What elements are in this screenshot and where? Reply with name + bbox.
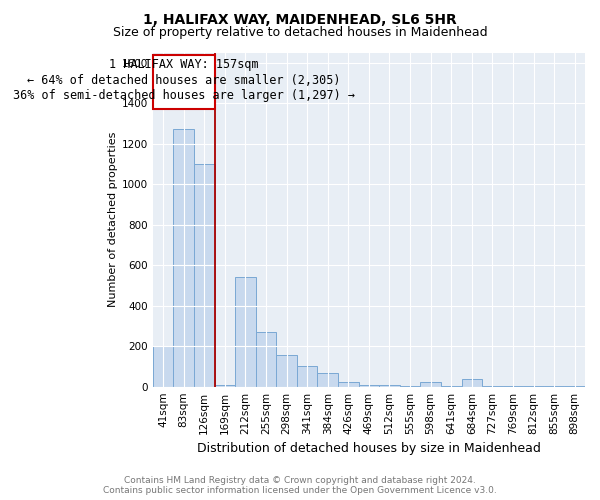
- Bar: [256, 332, 276, 386]
- Bar: [461, 378, 482, 386]
- Text: 1, HALIFAX WAY, MAIDENHEAD, SL6 5HR: 1, HALIFAX WAY, MAIDENHEAD, SL6 5HR: [143, 12, 457, 26]
- Bar: [421, 382, 441, 386]
- Bar: [194, 164, 215, 386]
- Text: 1 HALIFAX WAY: 157sqm: 1 HALIFAX WAY: 157sqm: [109, 58, 259, 71]
- Bar: [317, 372, 338, 386]
- X-axis label: Distribution of detached houses by size in Maidenhead: Distribution of detached houses by size …: [197, 442, 541, 455]
- Text: Size of property relative to detached houses in Maidenhead: Size of property relative to detached ho…: [113, 26, 487, 39]
- Bar: [338, 382, 359, 386]
- Text: ← 64% of detached houses are smaller (2,305): ← 64% of detached houses are smaller (2,…: [27, 74, 340, 87]
- Bar: [215, 385, 235, 386]
- Bar: [359, 384, 379, 386]
- Bar: [235, 278, 256, 386]
- Text: 36% of semi-detached houses are larger (1,297) →: 36% of semi-detached houses are larger (…: [13, 90, 355, 102]
- Bar: [276, 356, 297, 386]
- Bar: [297, 366, 317, 386]
- Text: Contains HM Land Registry data © Crown copyright and database right 2024.
Contai: Contains HM Land Registry data © Crown c…: [103, 476, 497, 495]
- Bar: [153, 346, 173, 387]
- Y-axis label: Number of detached properties: Number of detached properties: [107, 132, 118, 308]
- Bar: [173, 130, 194, 386]
- Bar: [379, 385, 400, 386]
- FancyBboxPatch shape: [153, 54, 215, 109]
